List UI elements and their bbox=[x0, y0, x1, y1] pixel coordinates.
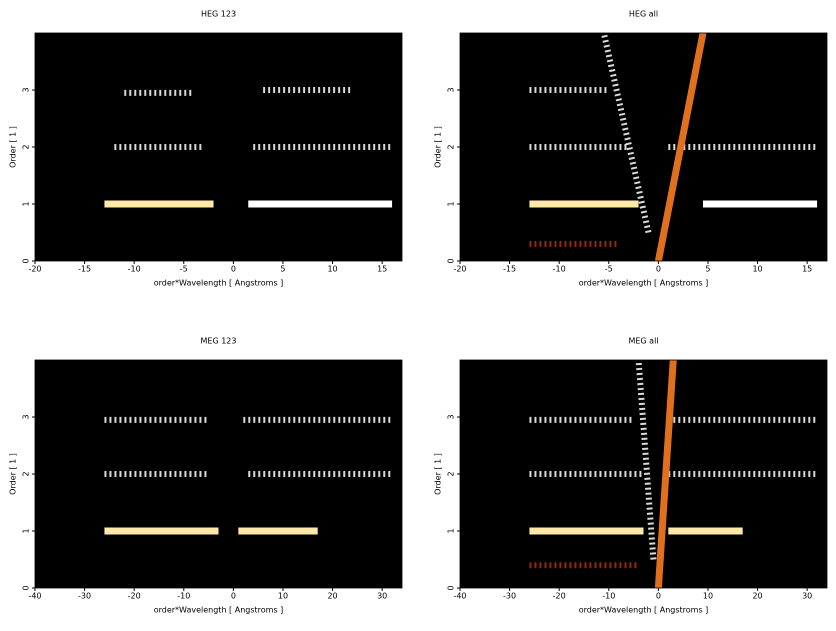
x-tick-label: 0 bbox=[656, 592, 661, 601]
plot-frame bbox=[34, 32, 403, 262]
x-tick-label: -30 bbox=[78, 592, 91, 601]
x-tick-label: 0 bbox=[231, 592, 236, 601]
x-axis-label: order*Wavelength [ Angstroms ] bbox=[579, 279, 709, 288]
plot-background bbox=[35, 33, 402, 261]
x-tick-label: -10 bbox=[128, 265, 141, 274]
x-axis-label: order*Wavelength [ Angstroms ] bbox=[154, 279, 284, 288]
y-tick-label: 3 bbox=[447, 87, 456, 92]
y-tick-label: 0 bbox=[447, 258, 456, 263]
x-tick-label: 10 bbox=[752, 265, 762, 274]
chart-title: HEG all bbox=[629, 10, 658, 19]
x-axis-label: order*Wavelength [ Angstroms ] bbox=[154, 606, 284, 615]
chart-title: MEG all bbox=[628, 337, 658, 346]
y-tick-label: 1 bbox=[447, 201, 456, 206]
streak bbox=[654, 32, 707, 262]
y-tick-label: 2 bbox=[447, 144, 456, 149]
y-tick-label: 2 bbox=[22, 144, 31, 149]
x-tick-label: -20 bbox=[28, 265, 41, 274]
x-tick-label: -15 bbox=[78, 265, 91, 274]
x-tick-label: 10 bbox=[327, 265, 337, 274]
x-tick-label: 20 bbox=[327, 592, 337, 601]
x-tick-label: 5 bbox=[280, 265, 285, 274]
x-tick-label: 30 bbox=[377, 592, 387, 601]
y-tick-label: 3 bbox=[22, 414, 31, 419]
y-tick-label: 0 bbox=[447, 585, 456, 590]
x-tick-label: 15 bbox=[802, 265, 812, 274]
x-tick-label: -10 bbox=[602, 592, 615, 601]
x-tick-label: 10 bbox=[278, 592, 288, 601]
x-tick-label: 30 bbox=[802, 592, 812, 601]
y-tick-label: 3 bbox=[447, 414, 456, 419]
x-tick-label: 20 bbox=[752, 592, 762, 601]
plot-frame bbox=[34, 359, 403, 589]
streak bbox=[635, 359, 657, 560]
y-tick-label: 3 bbox=[22, 87, 31, 92]
x-tick-label: 0 bbox=[656, 265, 661, 274]
x-tick-label: -20 bbox=[553, 592, 566, 601]
y-tick-label: 1 bbox=[22, 201, 31, 206]
y-tick-label: 1 bbox=[22, 528, 31, 533]
y-tick-label: 2 bbox=[22, 471, 31, 476]
x-tick-label: -5 bbox=[180, 265, 188, 274]
x-tick-label: -20 bbox=[453, 265, 466, 274]
y-axis-label: Order [ 1 ] bbox=[434, 126, 443, 168]
x-tick-label: -40 bbox=[453, 592, 466, 601]
x-tick-label: 0 bbox=[231, 265, 236, 274]
streak bbox=[654, 359, 677, 589]
y-axis-label: Order [ 1 ] bbox=[9, 126, 18, 168]
y-tick-label: 1 bbox=[447, 528, 456, 533]
y-tick-label: 2 bbox=[447, 471, 456, 476]
x-tick-label: -40 bbox=[28, 592, 41, 601]
y-axis-label: Order [ 1 ] bbox=[434, 453, 443, 495]
plot-background bbox=[35, 360, 402, 588]
x-axis-label: order*Wavelength [ Angstroms ] bbox=[579, 606, 709, 615]
plot-frame bbox=[459, 359, 828, 589]
plot-frame bbox=[459, 32, 828, 262]
chart-title: MEG 123 bbox=[201, 337, 237, 346]
y-axis-label: Order [ 1 ] bbox=[9, 453, 18, 495]
x-tick-label: 5 bbox=[705, 265, 710, 274]
plot-background bbox=[460, 33, 827, 261]
x-tick-label: -5 bbox=[605, 265, 613, 274]
x-tick-label: 15 bbox=[377, 265, 387, 274]
x-tick-label: -20 bbox=[128, 592, 141, 601]
y-tick-label: 0 bbox=[22, 585, 31, 590]
x-tick-label: -10 bbox=[553, 265, 566, 274]
y-tick-label: 0 bbox=[22, 258, 31, 263]
streak bbox=[600, 32, 652, 234]
x-tick-label: -30 bbox=[503, 592, 516, 601]
chart-title: HEG 123 bbox=[201, 10, 236, 19]
x-tick-label: 10 bbox=[703, 592, 713, 601]
x-tick-label: -15 bbox=[503, 265, 516, 274]
x-tick-label: -10 bbox=[177, 592, 190, 601]
